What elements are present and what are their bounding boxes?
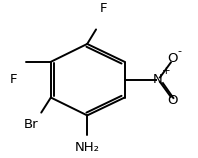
Text: O: O bbox=[168, 52, 178, 65]
Text: -: - bbox=[178, 46, 182, 56]
Text: O: O bbox=[168, 94, 178, 107]
Text: NH₂: NH₂ bbox=[75, 141, 100, 155]
Text: Br: Br bbox=[23, 118, 38, 131]
Text: +: + bbox=[162, 66, 171, 76]
Text: N: N bbox=[153, 73, 163, 86]
Text: F: F bbox=[100, 2, 108, 15]
Text: F: F bbox=[10, 73, 17, 86]
